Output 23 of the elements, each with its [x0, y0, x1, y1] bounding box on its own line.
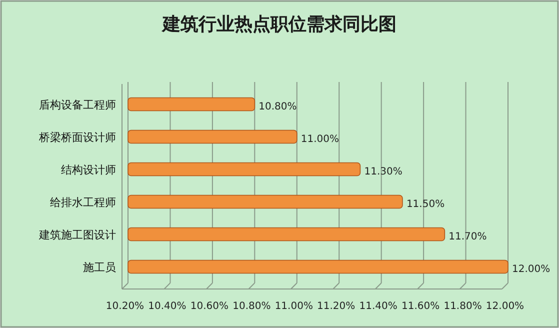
x-tick-label: 10.60% [190, 301, 229, 312]
chart-title: 建筑行业热点职位需求同比图 [160, 14, 396, 35]
y-tick-label: 施工员 [83, 260, 116, 274]
data-label: 10.80% [258, 101, 297, 112]
y-tick-label: 建筑施工图设计 [38, 228, 116, 242]
x-tick-label: 12.00% [486, 301, 524, 312]
y-tick-label: 桥梁桥面设计师 [38, 130, 116, 144]
data-label: 11.30% [364, 166, 402, 178]
x-tick-label: 11.60% [401, 301, 440, 312]
y-tick-label: 结构设计师 [61, 163, 116, 176]
x-tick-label: 11.80% [444, 301, 482, 312]
data-label: 11.50% [406, 198, 445, 210]
y-tick-label: 盾构设备工程师 [39, 98, 116, 112]
x-tick-label: 10.80% [232, 301, 271, 312]
x-tick-label: 10.40% [148, 301, 186, 312]
data-label: 11.00% [300, 134, 340, 145]
x-tick-label: 10.20% [106, 301, 144, 312]
data-label: 12.00% [512, 264, 550, 275]
x-tick-label: 11.00% [274, 301, 313, 312]
x-tick-label: 11.40% [359, 301, 398, 312]
x-tick-label: 11.20% [317, 301, 356, 312]
y-tick-label: 给排水工程师 [50, 196, 116, 209]
data-label: 11.70% [448, 231, 487, 242]
